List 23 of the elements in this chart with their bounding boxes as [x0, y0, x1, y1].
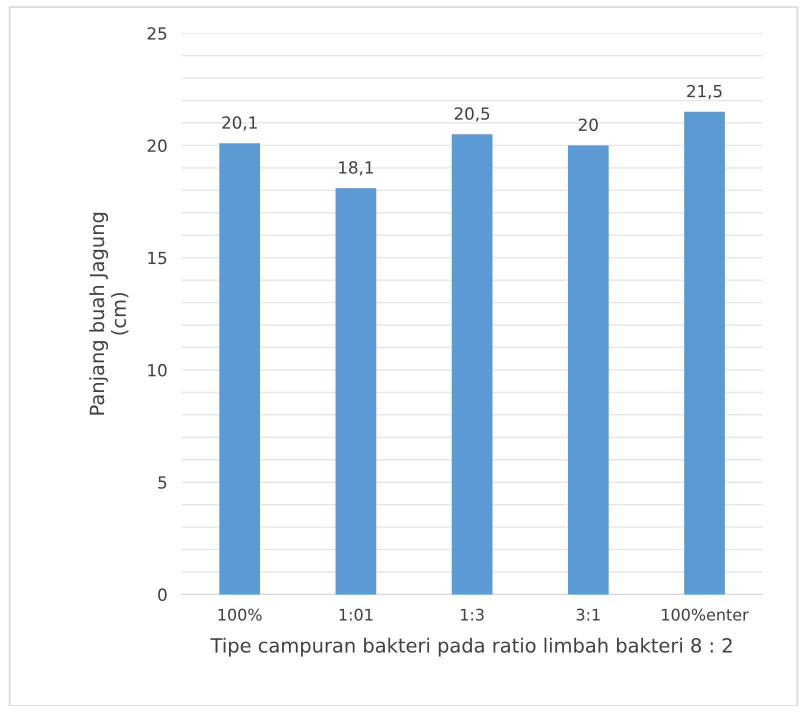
x-axis-title: Tipe campuran bakteri pada ratio limbah bakteri 8 : 2: [210, 638, 732, 657]
bar: [684, 112, 725, 594]
data-label: 21,5: [687, 84, 722, 100]
y-axis-title: Panjang buah Jagung (cm): [89, 212, 128, 415]
bar: [219, 143, 260, 594]
y-tick-label: 25: [148, 27, 166, 40]
bar: [452, 134, 492, 594]
data-label: 20,1: [222, 116, 257, 131]
x-tick-label: 1:01: [340, 608, 372, 621]
x-tick-label: 100%: [218, 608, 262, 621]
y-tick-label: 0: [158, 588, 167, 602]
bar: [568, 145, 609, 594]
x-tick-label: 100%enter: [662, 608, 749, 621]
data-label: 18,1: [339, 161, 373, 176]
data-label: 20: [578, 118, 598, 132]
data-label: 20,5: [454, 107, 490, 122]
x-tick-label: 3:1: [576, 608, 600, 621]
y-tick-label: 15: [148, 252, 166, 264]
bar: [336, 188, 376, 594]
y-tick-label: 20: [148, 139, 167, 152]
y-tick-label: 5: [158, 476, 166, 489]
x-tick-label: 1:3: [460, 608, 484, 621]
y-tick-label: 10: [148, 364, 167, 377]
